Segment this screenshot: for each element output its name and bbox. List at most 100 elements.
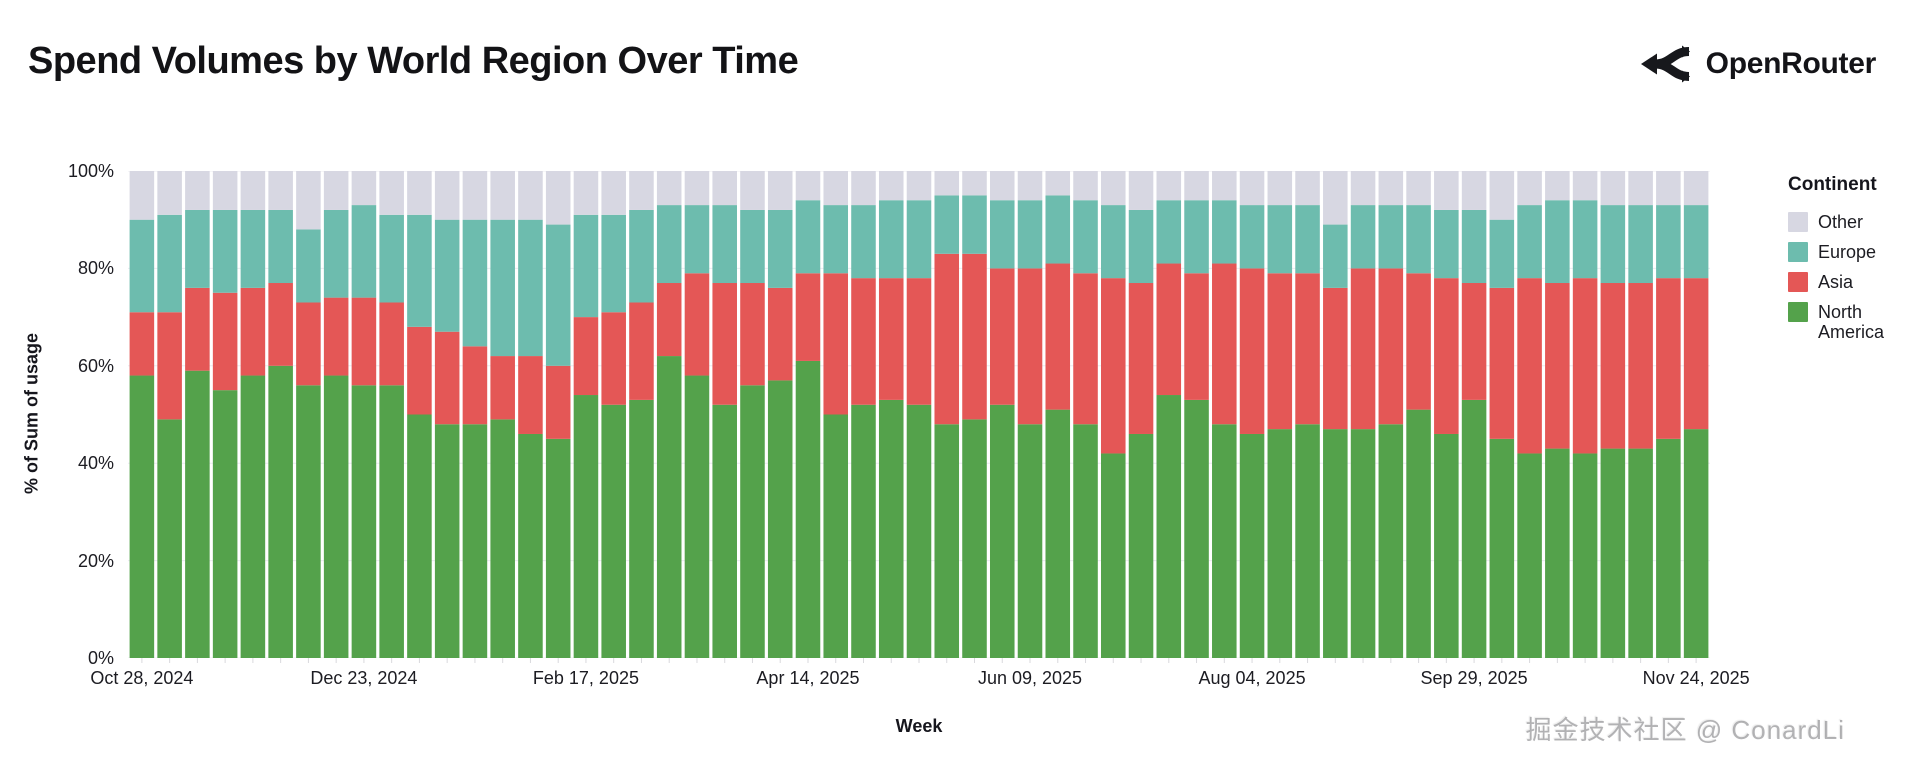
bar-segment-europe-week-55[interactable] — [1628, 205, 1653, 284]
bar-segment-other-week-44[interactable] — [1323, 171, 1348, 225]
bar-segment-asia-week-32[interactable] — [989, 268, 1015, 405]
bar-segment-other-week-11[interactable] — [407, 171, 432, 215]
bar-segment-asia-week-16[interactable] — [545, 365, 571, 439]
bar-segment-europe-week-1[interactable] — [129, 219, 155, 313]
bar-segment-other-week-51[interactable] — [1517, 171, 1542, 206]
bar-segment-asia-week-12[interactable] — [434, 331, 460, 425]
bar-segment-asia-week-15[interactable] — [518, 356, 543, 434]
bar-segment-north-america-week-15[interactable] — [518, 433, 543, 658]
bar-segment-other-week-12[interactable] — [434, 171, 460, 220]
bar-segment-other-week-10[interactable] — [379, 171, 404, 215]
bar-segment-europe-week-37[interactable] — [1128, 209, 1154, 284]
bar-segment-north-america-week-25[interactable] — [795, 360, 821, 658]
bar-segment-other-week-49[interactable] — [1461, 171, 1487, 210]
bar-segment-asia-week-52[interactable] — [1545, 283, 1570, 449]
bar-segment-asia-week-41[interactable] — [1239, 268, 1265, 434]
bar-segment-north-america-week-10[interactable] — [379, 385, 404, 658]
bar-segment-asia-week-43[interactable] — [1295, 273, 1320, 425]
bar-segment-europe-week-34[interactable] — [1045, 195, 1071, 264]
bar-segment-europe-week-52[interactable] — [1545, 200, 1570, 284]
bar-segment-other-week-45[interactable] — [1350, 171, 1376, 206]
bar-segment-other-week-4[interactable] — [212, 171, 238, 210]
bar-segment-other-week-24[interactable] — [767, 171, 793, 210]
bar-segment-north-america-week-38[interactable] — [1156, 395, 1182, 658]
bar-segment-other-week-39[interactable] — [1184, 171, 1209, 201]
bar-segment-north-america-week-51[interactable] — [1517, 453, 1542, 658]
bar-segment-north-america-week-49[interactable] — [1461, 399, 1487, 658]
bar-segment-north-america-week-45[interactable] — [1350, 429, 1376, 658]
bar-segment-north-america-week-17[interactable] — [573, 395, 599, 658]
bar-segment-europe-week-53[interactable] — [1572, 200, 1598, 279]
bar-segment-other-week-48[interactable] — [1434, 171, 1459, 210]
bar-segment-europe-week-54[interactable] — [1600, 205, 1626, 284]
bar-segment-europe-week-36[interactable] — [1101, 205, 1126, 279]
bar-segment-europe-week-27[interactable] — [851, 205, 876, 279]
bar-segment-north-america-week-52[interactable] — [1545, 448, 1570, 658]
bar-segment-north-america-week-35[interactable] — [1073, 424, 1098, 658]
bar-segment-asia-week-17[interactable] — [573, 317, 599, 396]
bar-segment-asia-week-2[interactable] — [157, 312, 182, 420]
bar-segment-europe-week-24[interactable] — [767, 209, 793, 288]
bar-segment-europe-week-57[interactable] — [1683, 205, 1709, 279]
bar-segment-europe-week-40[interactable] — [1212, 200, 1237, 264]
bar-segment-asia-week-57[interactable] — [1683, 278, 1709, 430]
bar-segment-north-america-week-2[interactable] — [157, 419, 182, 658]
bar-segment-asia-week-36[interactable] — [1101, 278, 1126, 454]
bar-segment-europe-week-43[interactable] — [1295, 205, 1320, 274]
bar-segment-north-america-week-40[interactable] — [1212, 424, 1237, 658]
bar-segment-north-america-week-47[interactable] — [1406, 409, 1431, 658]
bar-segment-other-week-35[interactable] — [1073, 171, 1098, 201]
bar-segment-north-america-week-41[interactable] — [1239, 433, 1265, 658]
bar-segment-asia-week-31[interactable] — [962, 253, 987, 420]
bar-segment-north-america-week-37[interactable] — [1128, 433, 1154, 658]
bar-segment-asia-week-38[interactable] — [1156, 263, 1182, 396]
bar-segment-europe-week-50[interactable] — [1489, 219, 1515, 288]
bar-segment-europe-week-46[interactable] — [1378, 205, 1404, 269]
bar-segment-other-week-54[interactable] — [1600, 171, 1626, 206]
bar-segment-asia-week-46[interactable] — [1378, 268, 1404, 425]
bar-segment-north-america-week-27[interactable] — [851, 404, 876, 658]
bar-segment-europe-week-48[interactable] — [1434, 209, 1459, 279]
bar-segment-asia-week-28[interactable] — [878, 278, 904, 400]
bar-segment-north-america-week-18[interactable] — [601, 404, 626, 658]
bar-segment-asia-week-48[interactable] — [1434, 278, 1459, 434]
bar-segment-other-week-41[interactable] — [1239, 171, 1265, 206]
bar-segment-europe-week-38[interactable] — [1156, 200, 1182, 264]
bar-segment-north-america-week-43[interactable] — [1295, 424, 1320, 658]
bar-segment-other-week-52[interactable] — [1545, 171, 1570, 201]
bar-segment-north-america-week-23[interactable] — [740, 385, 765, 658]
bar-segment-other-week-33[interactable] — [1017, 171, 1043, 201]
bar-segment-other-week-18[interactable] — [601, 171, 626, 215]
bar-segment-north-america-week-16[interactable] — [545, 438, 571, 658]
bar-segment-asia-week-6[interactable] — [268, 283, 293, 366]
bar-segment-asia-week-19[interactable] — [629, 302, 654, 400]
bar-segment-other-week-46[interactable] — [1378, 171, 1404, 206]
bar-segment-europe-week-23[interactable] — [740, 209, 765, 284]
bar-segment-asia-week-4[interactable] — [212, 292, 238, 391]
bar-segment-north-america-week-1[interactable] — [129, 375, 155, 658]
bar-segment-north-america-week-14[interactable] — [490, 419, 515, 658]
bar-segment-north-america-week-26[interactable] — [823, 414, 849, 659]
bar-segment-other-week-25[interactable] — [795, 171, 821, 201]
bar-segment-asia-week-22[interactable] — [712, 283, 737, 405]
bar-segment-north-america-week-11[interactable] — [407, 414, 432, 659]
bar-segment-other-week-15[interactable] — [518, 171, 543, 220]
bar-segment-europe-week-21[interactable] — [684, 205, 710, 274]
bar-segment-europe-week-16[interactable] — [545, 224, 571, 366]
bar-segment-other-week-30[interactable] — [934, 171, 960, 196]
bar-segment-europe-week-44[interactable] — [1323, 224, 1348, 288]
bar-segment-asia-week-51[interactable] — [1517, 278, 1542, 454]
bar-segment-europe-week-56[interactable] — [1656, 205, 1681, 279]
bar-segment-asia-week-35[interactable] — [1073, 273, 1098, 425]
bar-segment-europe-week-7[interactable] — [296, 229, 321, 303]
bar-segment-asia-week-23[interactable] — [740, 283, 765, 386]
bar-segment-europe-week-5[interactable] — [240, 209, 266, 288]
bar-segment-north-america-week-48[interactable] — [1434, 433, 1459, 658]
bar-segment-north-america-week-29[interactable] — [906, 404, 932, 658]
bar-segment-europe-week-51[interactable] — [1517, 205, 1542, 279]
bar-segment-north-america-week-30[interactable] — [934, 424, 960, 658]
bar-segment-europe-week-3[interactable] — [185, 209, 210, 288]
bar-segment-asia-week-30[interactable] — [934, 253, 960, 425]
bar-segment-asia-week-24[interactable] — [767, 287, 793, 381]
bar-segment-north-america-week-44[interactable] — [1323, 429, 1348, 658]
